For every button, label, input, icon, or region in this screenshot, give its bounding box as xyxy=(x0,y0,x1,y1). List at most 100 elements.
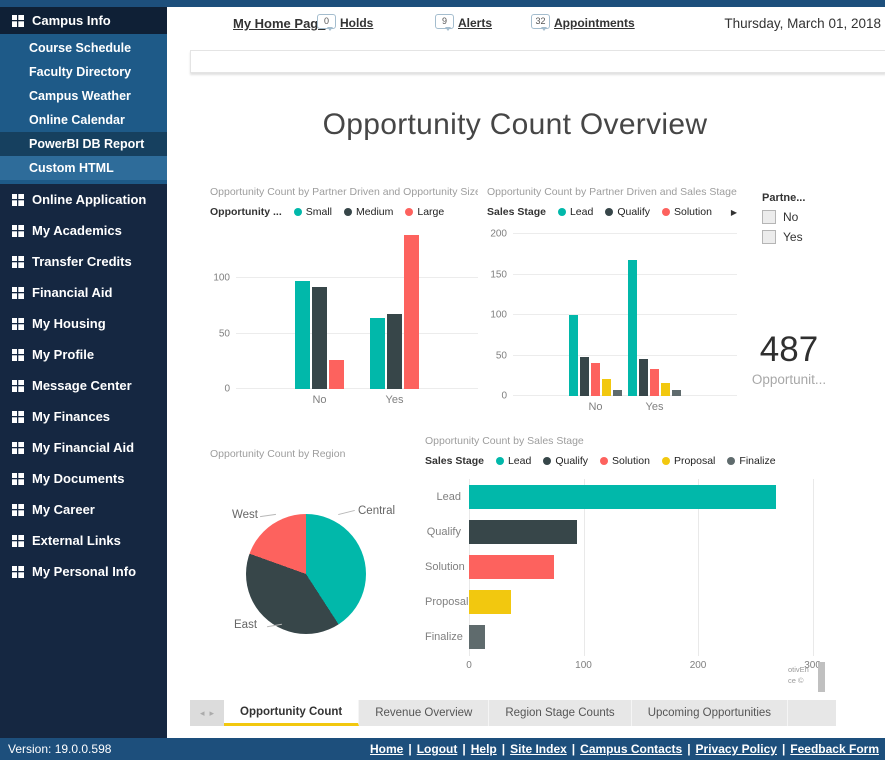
sidebar-section-transfer-credits[interactable]: Transfer Credits xyxy=(0,246,167,277)
tab-scroll-nav[interactable]: ◂ ▸ xyxy=(190,700,224,726)
chart-title: Opportunity Count by Sales Stage xyxy=(425,435,584,447)
scroll-right-icon[interactable]: ▸ xyxy=(209,707,215,718)
bar-lead[interactable] xyxy=(469,484,776,509)
slicer-option-yes[interactable]: Yes xyxy=(762,230,842,244)
sidebar-item-online-calendar[interactable]: Online Calendar xyxy=(29,113,125,127)
bar-small-no[interactable] xyxy=(295,280,310,389)
pie-chart[interactable] xyxy=(246,514,366,634)
category-label: Proposal xyxy=(425,595,469,608)
legend-item-finalize[interactable]: Finalize xyxy=(727,455,776,467)
kpi-card: 487 Opportunit... xyxy=(733,330,845,387)
footer-link-privacy-policy[interactable]: Privacy Policy xyxy=(695,742,777,756)
sidebar-item-course-schedule[interactable]: Course Schedule xyxy=(29,41,132,55)
sidebar-section-financial-aid[interactable]: Financial Aid xyxy=(0,277,167,308)
sidebar-section-label: Message Center xyxy=(32,378,132,393)
bar-lead-no[interactable] xyxy=(569,315,578,396)
sidebar-section-external-links[interactable]: External Links xyxy=(0,525,167,556)
sidebar-item-custom-html[interactable]: Custom HTML xyxy=(0,156,167,180)
clipped-text-line: ce © xyxy=(788,676,804,686)
legend-item-medium[interactable]: Medium xyxy=(344,206,393,218)
chart-plot: 0 50 100 150 200 xyxy=(487,229,737,402)
legend-item-qualify[interactable]: Qualify xyxy=(605,206,650,218)
bar-small-yes[interactable] xyxy=(370,318,385,389)
tab-revenue-overview[interactable]: Revenue Overview xyxy=(359,700,490,726)
grid-icon xyxy=(12,348,24,361)
bar-finalize-no[interactable] xyxy=(613,390,622,396)
grid-icon xyxy=(12,286,24,299)
bar-proposal-yes[interactable] xyxy=(661,383,670,396)
sidebar-section-my-documents[interactable]: My Documents xyxy=(0,463,167,494)
sidebar-section-online-application[interactable]: Online Application xyxy=(0,184,167,215)
sidebar-section-my-personal-info[interactable]: My Personal Info xyxy=(0,556,167,587)
legend-label: Solution xyxy=(612,455,650,467)
footer-link-home[interactable]: Home xyxy=(370,742,404,756)
legend-overflow-arrow[interactable]: ▶ xyxy=(730,207,737,217)
checkbox-icon[interactable] xyxy=(762,230,776,244)
checkbox-icon[interactable] xyxy=(762,210,776,224)
bar-qualify-no[interactable] xyxy=(580,357,589,396)
sidebar-section-my-finances[interactable]: My Finances xyxy=(0,401,167,432)
sidebar-section-my-profile[interactable]: My Profile xyxy=(0,339,167,370)
sidebar-section-my-career[interactable]: My Career xyxy=(0,494,167,525)
bar-large-yes[interactable] xyxy=(404,235,419,389)
tab-opportunity-count[interactable]: Opportunity Count xyxy=(224,700,360,726)
bar-medium-yes[interactable] xyxy=(387,313,402,389)
vertical-scrollbar[interactable] xyxy=(818,662,825,692)
bar-area xyxy=(469,484,830,509)
legend-item-qualify[interactable]: Qualify xyxy=(543,455,588,467)
bar-solution-yes[interactable] xyxy=(650,369,659,396)
sidebar: Campus Info Course Schedule Faculty Direct… xyxy=(0,7,167,738)
sidebar-section-my-housing[interactable]: My Housing xyxy=(0,308,167,339)
footer-link-help[interactable]: Help xyxy=(470,742,497,756)
sidebar-section-message-center[interactable]: Message Center xyxy=(0,370,167,401)
sidebar-item-campus-weather[interactable]: Campus Weather xyxy=(29,89,131,103)
bar-qualify[interactable] xyxy=(469,519,577,544)
bar-finalize[interactable] xyxy=(469,624,486,649)
legend-item-proposal[interactable]: Proposal xyxy=(661,455,715,467)
bar-solution-no[interactable] xyxy=(591,362,600,396)
bar-lead-yes[interactable] xyxy=(628,259,637,396)
footer-link-feedback-form[interactable]: Feedback Form xyxy=(790,742,879,756)
bar-proposal[interactable] xyxy=(469,589,512,614)
sidebar-section-my-academics[interactable]: My Academics xyxy=(0,215,167,246)
bar-qualify-yes[interactable] xyxy=(639,358,648,396)
sidebar-section-campus-info[interactable]: Campus Info xyxy=(0,7,167,34)
legend-dot xyxy=(293,208,302,216)
home-page-link[interactable]: My Home Page xyxy=(233,16,326,31)
sidebar-item-powerbi-db-report[interactable]: PowerBI DB Report xyxy=(0,132,167,156)
badge-appointments[interactable]: 32 Appointments xyxy=(531,14,635,31)
bar-medium-no[interactable] xyxy=(312,287,327,389)
gridline xyxy=(513,354,737,356)
badge-holds[interactable]: 0 Holds xyxy=(317,14,373,31)
report-title: Opportunity Count Overview xyxy=(322,108,708,141)
tab-upcoming-opportunities[interactable]: Upcoming Opportunities xyxy=(632,700,789,726)
legend-item-solution[interactable]: Solution xyxy=(600,455,650,467)
notification-bubble-icon: 32 xyxy=(531,14,550,31)
legend-item-large[interactable]: Large xyxy=(405,206,444,218)
category-label: Lead xyxy=(436,490,461,503)
footer-link-campus-contacts[interactable]: Campus Contacts xyxy=(580,742,683,756)
chart-sales-stage-by-partner: Opportunity Count by Partner Driven and … xyxy=(487,186,737,413)
badge-alerts[interactable]: 9 Alerts xyxy=(435,14,492,31)
bar-large-no[interactable] xyxy=(329,360,344,389)
legend-item-solution[interactable]: Solution xyxy=(662,206,712,218)
legend-title: Opportunity ... xyxy=(210,206,282,218)
sidebar-item-faculty-directory[interactable]: Faculty Directory xyxy=(29,65,132,79)
bar-solution[interactable] xyxy=(469,554,554,579)
slicer-option-no[interactable]: No xyxy=(762,210,842,224)
sidebar-section-my-financial-aid[interactable]: My Financial Aid xyxy=(0,432,167,463)
legend-item-lead[interactable]: Lead xyxy=(557,206,593,218)
bar-proposal-no[interactable] xyxy=(602,379,611,396)
bar-clusters xyxy=(236,234,478,389)
legend-item-small[interactable]: Small xyxy=(293,206,332,218)
tab-region-stage-counts[interactable]: Region Stage Counts xyxy=(489,700,632,726)
legend-label: Solution xyxy=(674,206,712,218)
legend-label: Qualify xyxy=(617,206,650,218)
bar-cluster-yes xyxy=(370,235,419,389)
legend-item-lead[interactable]: Lead xyxy=(495,455,531,467)
footer-link-logout[interactable]: Logout xyxy=(416,742,458,756)
bar-cluster-no xyxy=(569,315,622,396)
scroll-left-icon[interactable]: ◂ xyxy=(199,707,205,718)
bar-finalize-yes[interactable] xyxy=(672,390,681,396)
footer-link-site-index[interactable]: Site Index xyxy=(510,742,567,756)
